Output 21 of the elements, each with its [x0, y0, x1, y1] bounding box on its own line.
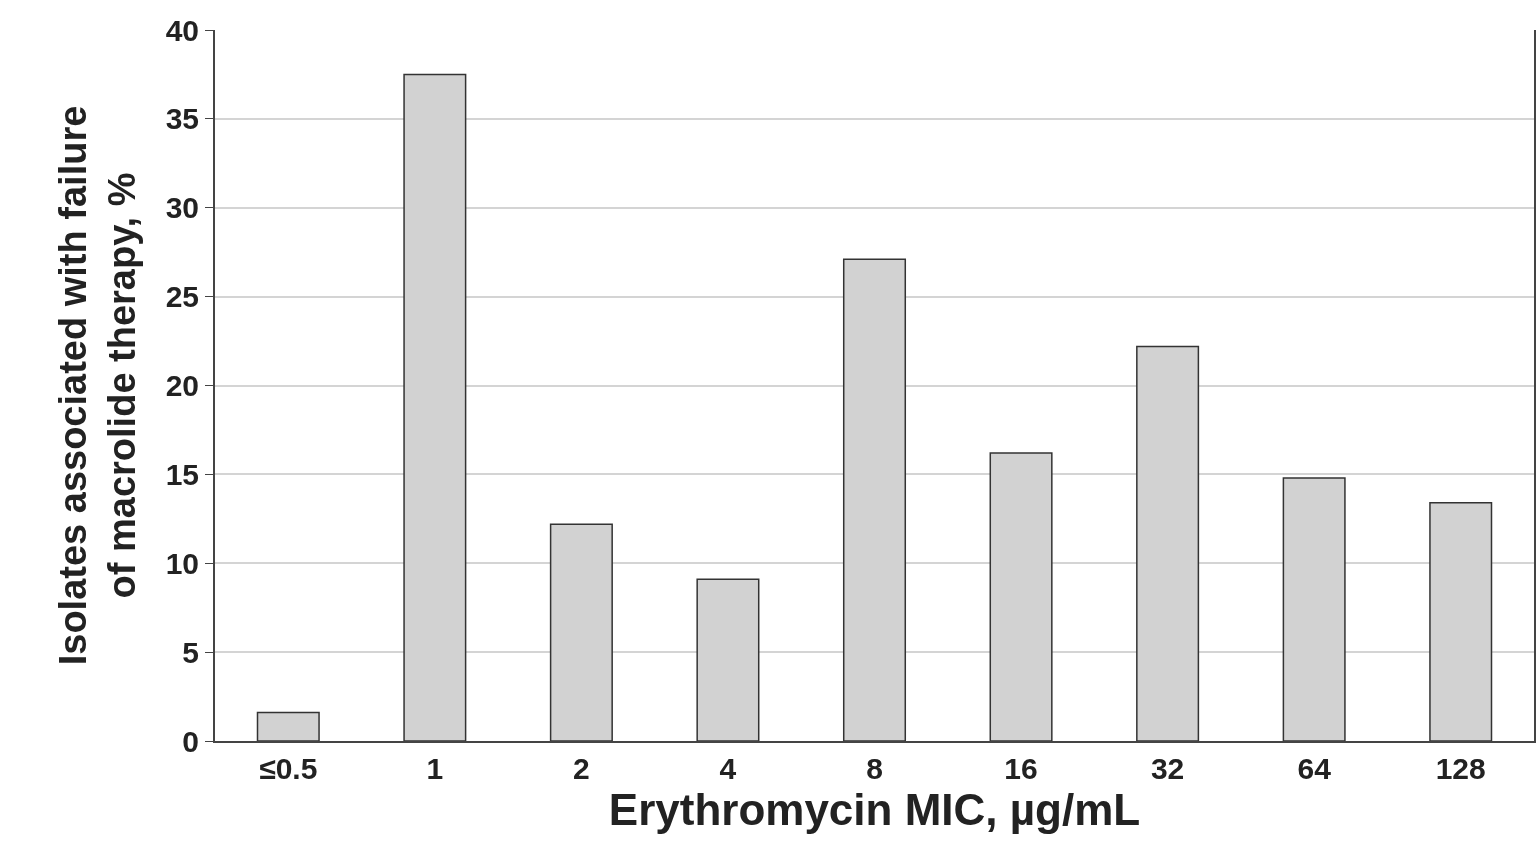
x-tick-label: 64 [1297, 752, 1332, 785]
x-tick-label: 4 [719, 752, 737, 785]
x-tick-label: 1 [426, 752, 444, 785]
y-tick-label: 10 [165, 546, 199, 580]
x-tick-label: 128 [1435, 752, 1486, 785]
x-tick-label: 16 [1004, 752, 1038, 785]
y-tick-label: 30 [165, 191, 199, 225]
y-tick-label: 0 [182, 724, 199, 758]
y-tick-label: 5 [182, 635, 199, 669]
x-tick-label: ≤0.5 [259, 752, 318, 785]
y-tick-label: 20 [165, 369, 199, 402]
y-tick-label: 25 [165, 280, 199, 314]
y-tick-label: 15 [165, 457, 199, 491]
y-tick-label: 40 [165, 13, 199, 47]
x-axis-title: Erythromycin MIC, µg/mL [608, 785, 1141, 834]
y-axis-title: Isolates associated with failure of macrolide therapy, % [51, 105, 144, 666]
x-tick-label: 2 [573, 752, 590, 785]
x-tick-label: 32 [1150, 752, 1185, 785]
y-tick-label: 35 [165, 102, 199, 136]
x-tick-label: 8 [866, 752, 883, 785]
bar [256, 711, 320, 741]
